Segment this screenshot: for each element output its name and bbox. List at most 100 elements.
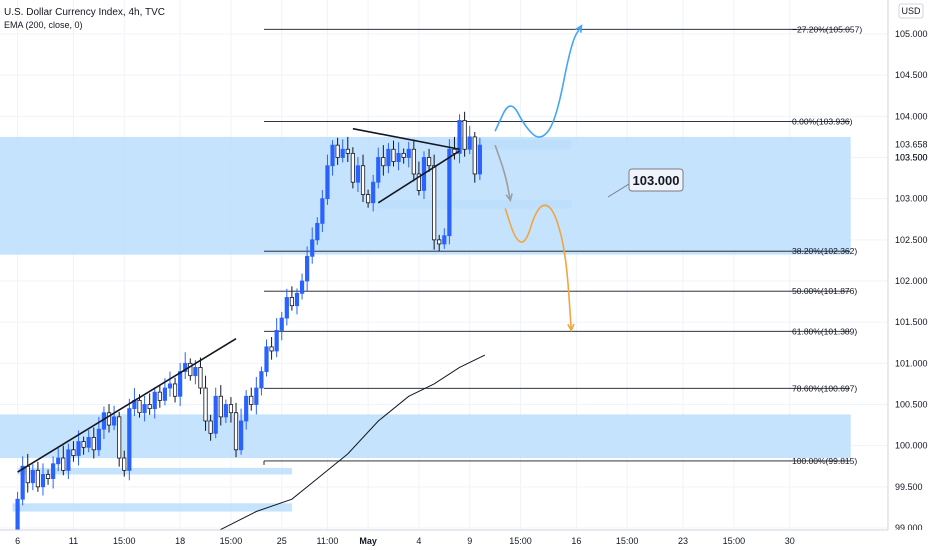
candle-body <box>188 362 193 377</box>
support-resistance-zone <box>0 414 851 459</box>
candle <box>335 137 340 165</box>
candle-body <box>376 157 381 183</box>
candle-body <box>71 449 76 456</box>
candle-body <box>416 173 422 191</box>
candle <box>213 387 218 439</box>
price-tick-label: 100.500 <box>895 400 928 410</box>
support-resistance-zone <box>378 200 572 209</box>
fib-level-label: −27.20%(105.057) <box>792 24 862 34</box>
candle <box>71 441 76 462</box>
candle <box>391 140 396 167</box>
candle-body <box>345 148 350 154</box>
candle <box>381 145 386 176</box>
candle-body <box>315 222 320 241</box>
candle-body <box>112 416 117 426</box>
candle-body <box>350 152 355 183</box>
price-tick-label: 104.000 <box>895 111 928 121</box>
candle-body <box>360 165 366 195</box>
time-axis[interactable]: 6 11 15:00 18 15:00 25 11:00 May 4 9 15:00 16 15:00 2… <box>15 536 795 546</box>
candle <box>294 288 300 315</box>
trendline <box>352 127 460 151</box>
candle <box>299 273 305 300</box>
candle-body <box>61 457 66 471</box>
candle-body <box>117 416 122 459</box>
candle-body <box>386 148 391 167</box>
candle <box>112 405 117 431</box>
price-tick-label: 103.500 <box>895 153 928 163</box>
time-tick-label: 15:00 <box>723 536 746 546</box>
fib-level-label: 0.00%(103.936) <box>792 117 853 127</box>
price-tick-label: 104.500 <box>895 70 928 80</box>
candle <box>122 450 127 477</box>
trendline <box>17 337 237 473</box>
candle <box>396 142 401 171</box>
candle-body <box>172 383 178 397</box>
candle-body <box>355 165 361 183</box>
price-axis-panel <box>888 0 932 530</box>
candle <box>472 131 477 183</box>
candle-body <box>213 395 218 434</box>
price-callout[interactable]: 103.000 <box>628 168 684 192</box>
candle-body <box>96 428 101 451</box>
price-tick-label: 103.500 <box>895 153 928 163</box>
candle-body <box>340 148 345 158</box>
ema-indicator-label[interactable]: EMA (200, close, 0) <box>4 20 83 30</box>
candle <box>152 387 157 419</box>
candle-body <box>223 404 228 418</box>
candle <box>457 114 462 164</box>
candle-body <box>20 465 25 500</box>
candle <box>81 436 86 455</box>
candle-body <box>127 408 132 471</box>
price-axis[interactable]: 105.000 104.500 104.000 103.500 103.000 102.5… <box>895 29 928 533</box>
candle-body <box>254 387 259 405</box>
fib-levels-layer: −27.20%(105.057) 0.00%(103.936) 38.20%(102… <box>263 24 862 466</box>
candle-body <box>162 387 167 401</box>
candle <box>401 148 406 164</box>
candle <box>223 399 228 424</box>
candle <box>66 443 71 480</box>
time-tick-label: 11 <box>69 536 78 546</box>
candle-body <box>203 387 208 422</box>
candle-body <box>142 404 147 414</box>
candle <box>376 147 381 189</box>
price-tick-label: 103.000 <box>895 194 928 204</box>
candle-body <box>381 157 386 167</box>
price-tick-label: 105.000 <box>895 29 928 39</box>
trendline <box>377 150 460 204</box>
callout-label: 103.000 <box>633 173 680 188</box>
candle <box>244 390 249 430</box>
candle <box>305 246 310 291</box>
candle-body <box>305 255 310 282</box>
support-resistance-zone <box>0 136 851 255</box>
fib-level-label: 78.60%(100.697) <box>792 383 857 393</box>
candle <box>91 427 96 459</box>
candle <box>284 288 289 326</box>
projections-layer <box>494 24 630 333</box>
candles-layer <box>10 111 482 544</box>
candle-body <box>320 198 325 224</box>
candle-body <box>259 371 264 389</box>
candle <box>320 190 325 233</box>
currency-label: USD <box>901 6 921 16</box>
projection-path <box>504 204 573 331</box>
candle <box>467 125 472 155</box>
candle-body <box>66 449 71 471</box>
fib-level-label: 50.00%(101.876) <box>792 286 857 296</box>
candle <box>106 404 112 433</box>
candle <box>117 411 122 467</box>
candle-body <box>25 465 30 484</box>
candle <box>447 139 452 245</box>
time-tick-label: 11:00 <box>317 536 339 546</box>
candle-body <box>284 297 289 319</box>
currency-badge[interactable]: USD <box>898 3 924 19</box>
candle-body <box>391 148 396 163</box>
candle <box>56 448 61 472</box>
candle <box>142 395 147 422</box>
candle <box>20 456 25 506</box>
candle-body <box>86 437 91 448</box>
candle-body <box>208 420 213 434</box>
candle <box>127 398 132 481</box>
candle-body <box>45 474 51 480</box>
candle <box>360 154 366 202</box>
